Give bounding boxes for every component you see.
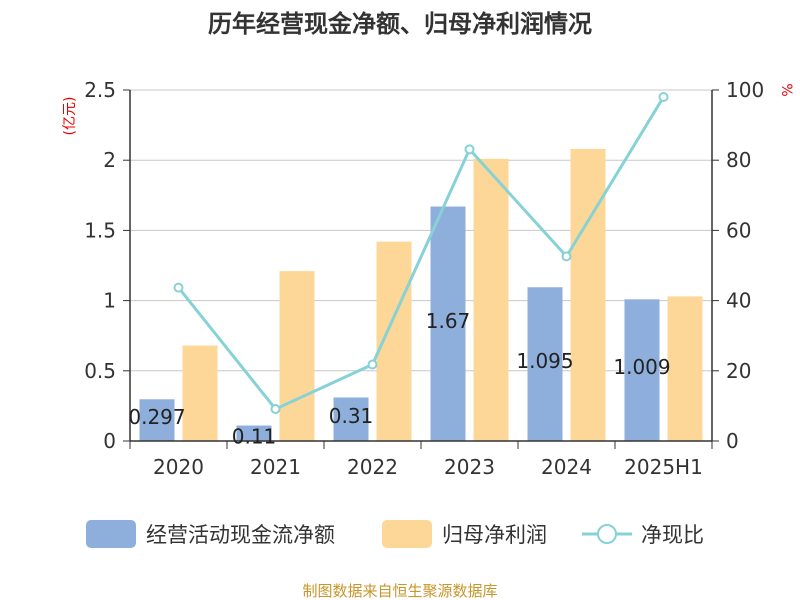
- cash-flow-value-label: 1.009: [613, 355, 670, 379]
- cash-flow-value-label: 0.11: [232, 424, 277, 448]
- net-profit-bar: [473, 158, 509, 441]
- legend-swatch-ratio-marker: [597, 524, 617, 544]
- x-tick-label: 2021: [250, 455, 301, 479]
- left-tick-label: 1: [103, 289, 116, 313]
- right-tick-label: 80: [726, 148, 751, 172]
- source-note: 制图数据来自恒生聚源数据库: [302, 582, 497, 600]
- net-profit-bar: [667, 296, 703, 441]
- chart-title: 历年经营现金净额、归母净利润情况: [208, 10, 592, 38]
- left-tick-label: 0: [103, 429, 116, 453]
- ratio-point: [561, 251, 572, 262]
- left-axis-unit: (亿元): [62, 97, 78, 136]
- right-tick-label: 100: [726, 78, 764, 102]
- legend-label-cash-flow: 经营活动现金流净额: [146, 523, 335, 547]
- grid-lines: [130, 89, 712, 372]
- left-tick-label: 0.5: [84, 359, 116, 383]
- cash-flow-value-label: 1.67: [426, 309, 471, 333]
- ratio-point: [367, 359, 378, 370]
- net-profit-bar: [279, 271, 315, 441]
- left-tick-label: 2.5: [84, 78, 116, 102]
- x-tick-label: 2024: [541, 455, 592, 479]
- right-axis-unit: %: [778, 83, 794, 96]
- ratio-point: [173, 282, 184, 293]
- left-tick-label: 2: [103, 148, 116, 172]
- cash-flow-value-label: 0.31: [329, 404, 374, 428]
- ratio-line-path: [177, 96, 665, 411]
- axes: 0 0 0.5 20 1 40 1.5 60 2 80 2.5 100 2020 2021 2022 2023…: [84, 78, 764, 479]
- cash-flow-bar: [624, 299, 660, 441]
- left-tick-label: 1.5: [84, 218, 116, 242]
- right-tick-label: 60: [726, 218, 751, 242]
- legend-label-ratio: 净现比: [641, 523, 704, 547]
- cash-flow-bar: [139, 399, 175, 441]
- cash-flow-value-label: 1.095: [516, 349, 573, 373]
- right-tick-label: 40: [726, 289, 751, 313]
- x-tick-label: 2023: [444, 455, 495, 479]
- net-profit-bar: [182, 345, 218, 441]
- x-tick-label: 2022: [347, 455, 398, 479]
- ratio-point: [658, 92, 669, 103]
- right-tick-label: 20: [726, 359, 751, 383]
- legend-swatch-cash-flow: [86, 520, 136, 548]
- right-tick-label: 0: [726, 429, 739, 453]
- cash-flow-bar: [236, 425, 272, 441]
- legend: 经营活动现金流净额 归母净利润 净现比: [86, 520, 704, 548]
- data-labels: 0.297 0.11 0.31 1.67 1.095 1.009: [128, 309, 670, 449]
- x-tick-label: 2020: [153, 455, 204, 479]
- legend-swatch-net-profit: [382, 520, 432, 548]
- cash-flow-bar: [333, 397, 369, 441]
- cash-flow-bar: [430, 206, 466, 441]
- cash-flow-bar: [527, 287, 563, 441]
- net-profit-bar: [570, 148, 606, 441]
- legend-label-net-profit: 归母净利润: [442, 523, 547, 547]
- ratio-point: [464, 144, 475, 155]
- x-tick-label: 2025H1: [624, 455, 703, 479]
- ratio-line: [173, 92, 669, 415]
- cash-flow-value-label: 0.297: [128, 405, 185, 429]
- ratio-point: [270, 404, 281, 415]
- bars: [139, 148, 703, 441]
